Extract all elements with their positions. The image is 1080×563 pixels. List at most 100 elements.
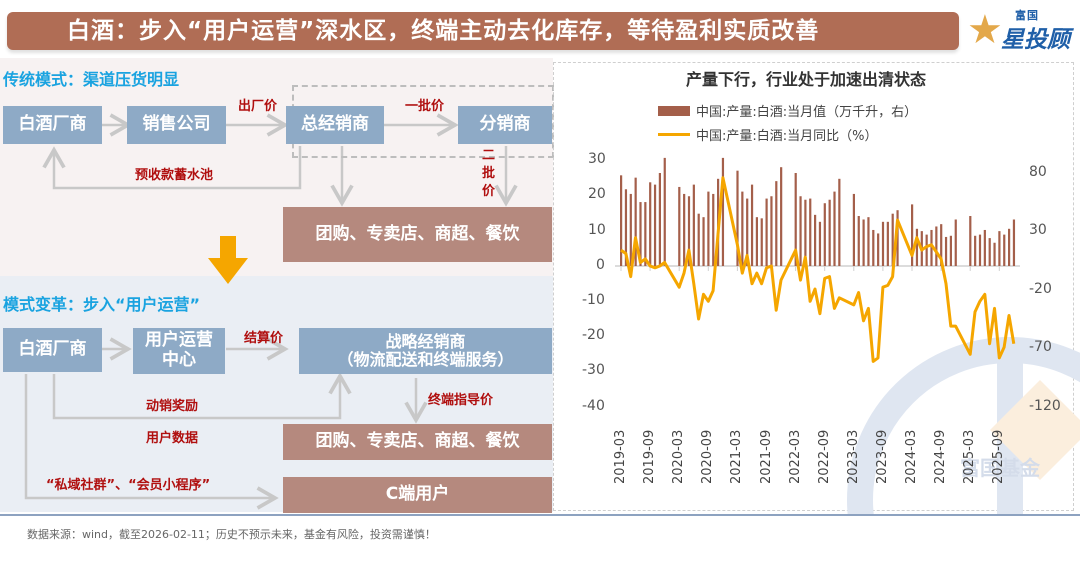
user-ops-line2: 中心	[162, 350, 196, 370]
bar	[649, 182, 652, 266]
left-tick: -10	[582, 292, 605, 308]
legend-bar: 中国:产量:白酒:当月值（万千升，右）	[658, 101, 917, 120]
right-tick: -70	[1029, 339, 1052, 355]
bar	[872, 229, 875, 266]
x-tick-label: 2021-03	[729, 429, 745, 484]
x-tick-label: 2024-03	[904, 429, 919, 484]
box-terminals-traditional: 团购、专卖店、商超、餐饮	[283, 207, 552, 262]
box-sales-company: 销售公司	[127, 106, 226, 144]
left-tick: -30	[582, 362, 605, 378]
legend-line: 中国:产量:白酒:当月同比（%）	[658, 125, 878, 144]
right-tick: 80	[1029, 164, 1047, 180]
reform-section-title: 模式变革：步入“用户运营”	[3, 295, 201, 314]
x-tick-label: 2024-09	[933, 429, 949, 484]
chart-panel	[553, 62, 1074, 511]
star-icon: ★	[967, 7, 1003, 53]
label-prepayment-pool: 预收款蓄水池	[135, 168, 214, 183]
bar	[683, 193, 686, 266]
label-private-domain: “私域社群”、“会员小程序”	[46, 478, 211, 493]
bar	[818, 221, 822, 266]
bar-swatch-icon	[658, 105, 690, 116]
left-tick: 30	[588, 151, 606, 167]
bar	[697, 213, 700, 266]
legend-bar-label: 中国:产量:白酒:当月值（万千升，右）	[696, 105, 918, 120]
user-ops-line1: 用户运营	[145, 330, 213, 351]
bar	[809, 198, 812, 266]
bar	[741, 191, 744, 266]
chart-title: 产量下行，行业处于加速出清状态	[686, 70, 927, 89]
x-tick-label: 2019-03	[613, 429, 628, 484]
flow-arrows	[24, 113, 518, 510]
footer-source: 数据来源：wind，截至2026-02-11；历史不预示未来，基金有风险，投资需…	[27, 528, 436, 541]
bar	[949, 235, 952, 266]
x-tick-label: 2025-09	[991, 429, 1007, 484]
bar	[750, 184, 754, 266]
bar	[978, 234, 982, 266]
bar	[639, 202, 642, 266]
bar	[911, 204, 914, 266]
bar	[658, 173, 661, 266]
yoy-line	[620, 176, 1016, 363]
bar	[838, 178, 841, 266]
left-tick: -40	[582, 398, 605, 414]
box-sub-distributor: 分销商	[458, 106, 552, 144]
label-terminal-guide-price: 终端指导价	[428, 393, 494, 408]
traditional-section-title: 传统模式：渠道压货明显	[3, 70, 180, 89]
bar	[1008, 228, 1011, 266]
bar	[814, 214, 817, 266]
label-user-data: 用户数据	[146, 431, 199, 446]
box-liquor-maker: 白酒厂商	[3, 106, 102, 144]
bar	[736, 170, 739, 266]
strategic-line1: 战略经销商	[385, 331, 466, 351]
bar	[770, 196, 773, 266]
label-second-price-1: 二	[482, 148, 496, 163]
bar	[687, 196, 691, 266]
bar	[1012, 219, 1016, 266]
bar	[881, 221, 885, 266]
line-swatch-icon	[658, 133, 690, 136]
reform-model-panel	[0, 276, 553, 512]
bar	[925, 234, 928, 266]
bar	[944, 236, 948, 266]
bar	[780, 167, 783, 266]
label-second-price-2: 批	[482, 166, 496, 181]
x-tick-label: 2020-03	[671, 429, 687, 484]
bar	[886, 221, 889, 266]
x-tick-label: 2019-09	[642, 429, 658, 484]
strategic-line2: （物流配送和终端服务）	[337, 350, 514, 369]
x-tick-label: 2023-09	[874, 429, 890, 484]
bar	[775, 181, 778, 266]
bar	[760, 218, 763, 266]
x-tick-label: 2023-03	[845, 429, 861, 484]
left-tick: 10	[588, 222, 606, 238]
bar	[794, 173, 797, 266]
bar	[896, 210, 899, 266]
bar	[891, 213, 894, 266]
right-tick: -20	[1029, 281, 1052, 297]
bar	[969, 216, 972, 266]
box-strategic-distributor: 战略经销商 （物流配送和终端服务）	[299, 328, 552, 374]
bar	[721, 157, 725, 266]
label-settlement-price: 结算价	[244, 331, 284, 346]
bar	[823, 203, 826, 266]
right-tick: 30	[1029, 222, 1047, 238]
box-user-ops-center: 用户运营 中心	[133, 328, 225, 374]
header-title: 白酒：步入“用户运营”深水区，终端主动去化库存，等待盈利实质改善	[7, 12, 959, 50]
label-factory-price: 出厂价	[238, 99, 278, 114]
bar	[644, 202, 647, 266]
bar	[678, 186, 681, 266]
label-sales-incentive: 动销奖励	[146, 399, 199, 414]
legend-line-label: 中国:产量:白酒:当月同比（%）	[696, 129, 878, 144]
bar	[804, 199, 807, 266]
bar	[755, 217, 758, 266]
bar	[799, 196, 802, 266]
box-terminals-reform: 团购、专卖店、商超、餐饮	[283, 424, 552, 460]
bar	[712, 193, 715, 266]
left-tick: 20	[588, 186, 606, 202]
bar	[624, 189, 628, 266]
bar	[663, 157, 666, 266]
x-tick-label: 2022-03	[787, 429, 803, 484]
bar	[862, 219, 865, 266]
bar	[935, 226, 938, 266]
